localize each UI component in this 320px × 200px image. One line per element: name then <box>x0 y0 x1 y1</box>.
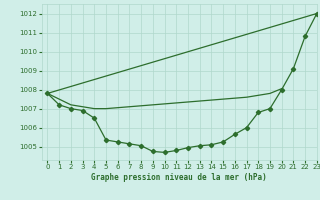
X-axis label: Graphe pression niveau de la mer (hPa): Graphe pression niveau de la mer (hPa) <box>91 173 267 182</box>
